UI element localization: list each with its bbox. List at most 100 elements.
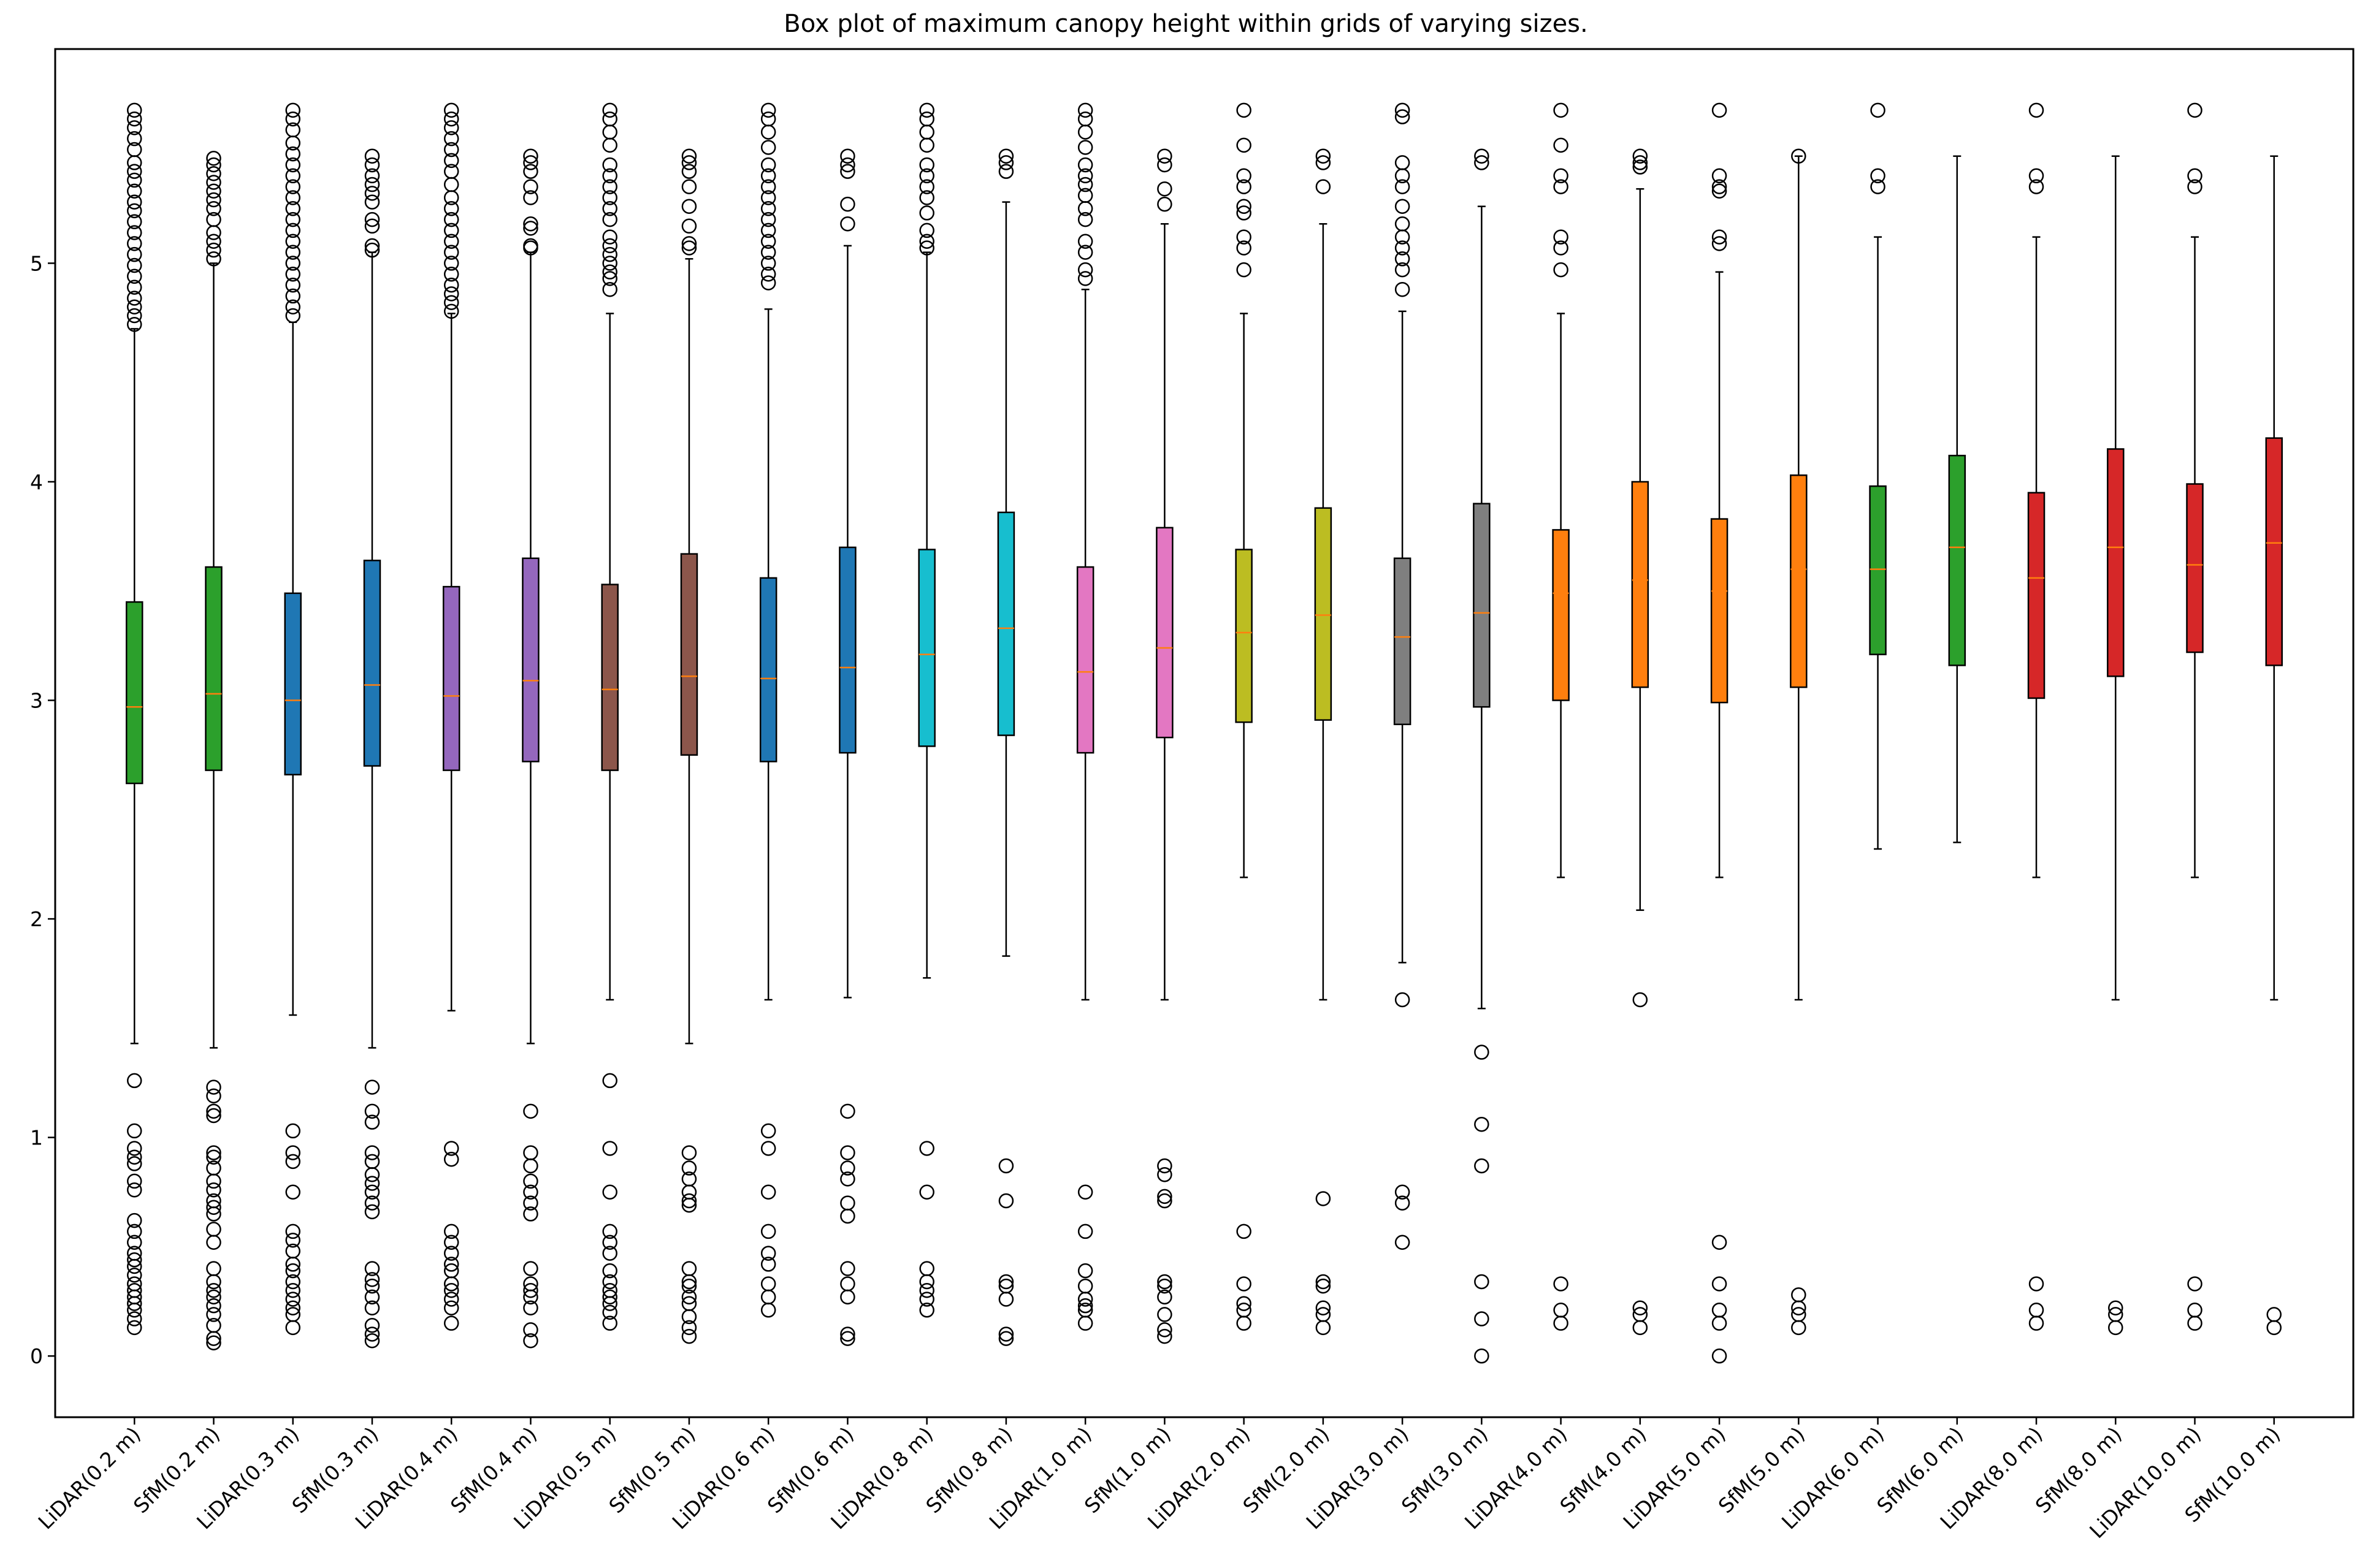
- chart-title: Box plot of maximum canopy height within…: [784, 10, 1587, 38]
- outlier-point: [681, 1289, 697, 1305]
- outlier-point: [2187, 102, 2202, 118]
- outlier-point: [206, 1182, 221, 1198]
- outlier-point: [1394, 199, 1410, 214]
- outlier-point: [1236, 168, 1251, 184]
- box-iqr: [601, 584, 619, 771]
- outlier-point: [285, 1274, 300, 1290]
- outlier-point: [364, 1272, 380, 1287]
- outlier-point: [681, 218, 697, 234]
- outlier-point: [998, 1326, 1014, 1342]
- box-iqr: [2265, 437, 2283, 666]
- outlier-point: [1077, 201, 1093, 216]
- outlier-point: [998, 1158, 1014, 1174]
- outlier-point: [1315, 1278, 1331, 1294]
- outlier-point: [126, 120, 142, 135]
- outlier-point: [919, 1184, 934, 1200]
- outlier-point: [602, 1289, 617, 1305]
- outlier-point: [523, 221, 538, 236]
- box-iqr: [1552, 529, 1570, 701]
- outlier-point: [602, 256, 617, 271]
- outlier-point: [840, 1171, 855, 1187]
- outlier-point: [126, 194, 142, 210]
- outlier-point: [126, 246, 142, 262]
- outlier-point: [443, 211, 459, 227]
- outlier-point: [602, 281, 617, 297]
- outlier-point: [602, 229, 617, 245]
- outlier-point: [1157, 1307, 1172, 1322]
- outlier-point: [1394, 992, 1410, 1008]
- outlier-point: [364, 238, 380, 254]
- outlier-point: [1157, 1158, 1172, 1174]
- outlier-point: [443, 190, 459, 205]
- outlier-point: [285, 201, 300, 216]
- outlier-point: [206, 1307, 221, 1322]
- outlier-point: [602, 1073, 617, 1089]
- outlier-point: [602, 246, 617, 262]
- outlier-point: [1157, 1166, 1172, 1182]
- outlier-point: [443, 1141, 459, 1156]
- box-iqr: [1314, 507, 1332, 721]
- outlier-point: [2028, 102, 2044, 118]
- outlier-point: [760, 1224, 776, 1239]
- outlier-point: [1394, 262, 1410, 278]
- outlier-point: [126, 1123, 142, 1139]
- outlier-point: [206, 201, 221, 216]
- outlier-point: [602, 1224, 617, 1239]
- outlier-point: [1474, 1311, 1489, 1326]
- box-iqr: [442, 585, 460, 771]
- box-iqr: [1869, 485, 1887, 655]
- outlier-point: [285, 308, 300, 324]
- outlier-point: [126, 308, 142, 324]
- outlier-point: [1394, 102, 1410, 118]
- y-tick-label: 0: [30, 1344, 43, 1368]
- outlier-point: [760, 201, 776, 216]
- outlier-point: [285, 1282, 300, 1298]
- outlier-point: [760, 1184, 776, 1200]
- outlier-point: [1394, 179, 1410, 194]
- outlier-point: [1236, 1315, 1251, 1331]
- outlier-point: [285, 1320, 300, 1336]
- outlier-point: [206, 1108, 221, 1124]
- outlier-point: [1157, 1189, 1172, 1205]
- outlier-point: [1077, 1263, 1093, 1279]
- outlier-point: [681, 1160, 697, 1176]
- outlier-point: [523, 1300, 538, 1315]
- outlier-point: [602, 1263, 617, 1279]
- box-iqr: [1235, 549, 1253, 723]
- outlier-point: [760, 1257, 776, 1272]
- outlier-point: [1157, 1274, 1172, 1290]
- outlier-point: [285, 179, 300, 194]
- outlier-point: [1077, 168, 1093, 184]
- outlier-point: [840, 1289, 855, 1305]
- outlier-point: [919, 137, 934, 153]
- outlier-point: [602, 1184, 617, 1200]
- outlier-point: [1077, 124, 1093, 140]
- outlier-point: [523, 164, 538, 179]
- outlier-point: [602, 238, 617, 254]
- outlier-point: [1315, 1191, 1331, 1206]
- outlier-point: [206, 1289, 221, 1305]
- outlier-point: [2028, 1276, 2044, 1292]
- box-iqr: [918, 549, 936, 747]
- outlier-point: [206, 234, 221, 249]
- outlier-point: [840, 1208, 855, 1224]
- outlier-point: [760, 1303, 776, 1318]
- outlier-point: [1077, 245, 1093, 260]
- outlier-point: [1157, 1328, 1172, 1344]
- outlier-point: [760, 245, 776, 260]
- outlier-point: [998, 1193, 1014, 1209]
- outlier-point: [206, 1331, 221, 1346]
- outlier-point: [681, 236, 697, 251]
- outlier-point: [919, 223, 934, 238]
- outlier-point: [1632, 992, 1648, 1008]
- outlier-point: [364, 218, 380, 234]
- outlier-point: [919, 168, 934, 184]
- outlier-point: [602, 264, 617, 280]
- outlier-point: [523, 179, 538, 194]
- box-iqr: [1631, 481, 1649, 688]
- outlier-point: [443, 256, 459, 271]
- outlier-point: [206, 1235, 221, 1250]
- outlier-point: [1157, 157, 1172, 173]
- outlier-point: [1711, 183, 1727, 199]
- outlier-point: [1236, 102, 1251, 118]
